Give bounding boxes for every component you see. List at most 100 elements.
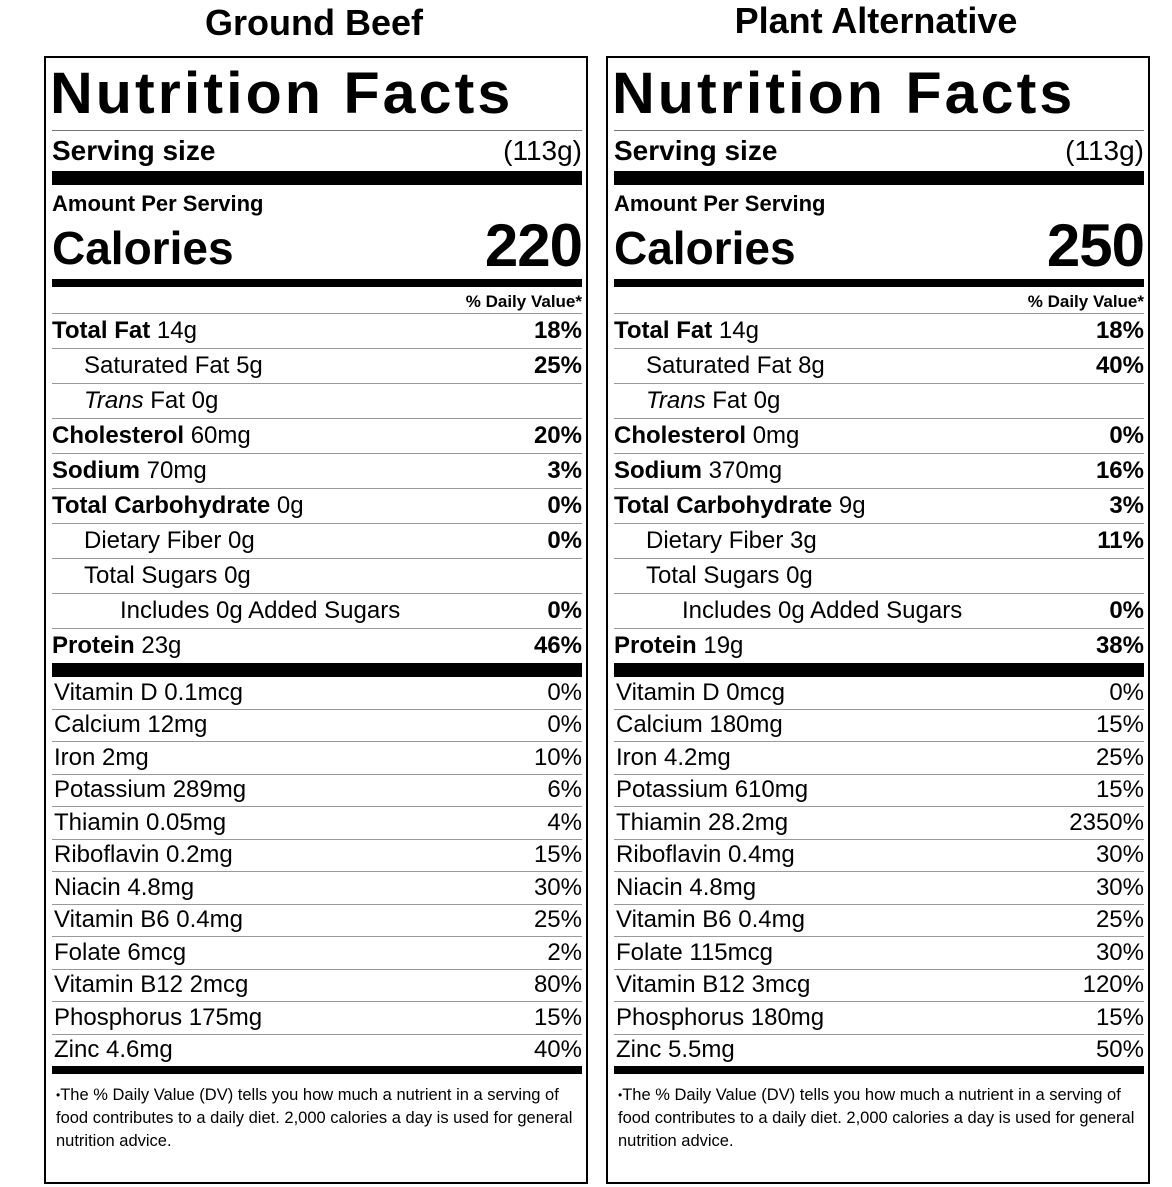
nutrient-amount: Total Sugars 0g [84, 562, 251, 589]
vitamin-percent: 25% [1095, 906, 1144, 934]
nutrient-amount: Saturated Fat 8g [646, 352, 825, 379]
nutrient-amount: Fat 0g [705, 387, 781, 414]
vitamin-name: Zinc 5.5mg [616, 1036, 735, 1064]
vitamin-name: Vitamin B6 0.4mg [54, 906, 243, 934]
nutrient-row: Total Fat 14g 18% [614, 313, 1144, 348]
nutrient-amount: 70mg [140, 457, 207, 484]
nutrient-italic-name: Trans [646, 387, 706, 414]
vitamins-list: Vitamin D 0.1mcg 0% Calcium 12mg 0% Iron 2mg… [52, 677, 582, 1066]
vitamin-row: Folate 115mcg 30% [614, 936, 1144, 969]
vitamin-name: Potassium 610mg [616, 776, 809, 804]
vitamin-name: Vitamin D 0.1mcg [54, 678, 243, 706]
vitamin-row: Vitamin B12 3mcg 120% [614, 968, 1144, 1002]
vitamin-row: Potassium 610mg 15% [614, 773, 1144, 807]
nutrient-bold-name: Total Carbohydrate [52, 492, 271, 519]
nutrition-label-plant-alternative: Nutrition Facts Serving size (113g) Amount … [606, 56, 1150, 1184]
nutrient-percent: 38% [1095, 632, 1144, 659]
calories-label: Calories [614, 222, 796, 274]
nutrient-percent: 25% [533, 352, 582, 379]
nutrient-row: Protein 23g 46% [52, 628, 582, 663]
thick-divider [52, 663, 582, 677]
vitamin-row: Phosphorus 175mg 15% [52, 1001, 582, 1034]
serving-size-row: Serving size (113g) [614, 130, 1144, 171]
vitamin-percent: 2350% [1069, 808, 1144, 836]
nutrient-name: Includes 0g Added Sugars [52, 597, 400, 625]
vitamin-percent: 2% [547, 938, 582, 966]
vitamin-row: Niacin 4.8mg 30% [52, 871, 582, 904]
vitamin-row: Riboflavin 0.2mg 15% [52, 838, 582, 872]
vitamin-percent: 15% [1095, 711, 1144, 739]
nutrient-bold-name: Sodium [614, 457, 702, 484]
nutrient-amount: 370mg [702, 457, 783, 484]
vitamin-name: Vitamin B12 3mcg [616, 971, 811, 999]
vitamin-percent: 25% [533, 906, 582, 934]
nutrient-bold-name: Total Fat [52, 317, 151, 344]
vitamin-percent: 15% [533, 1003, 582, 1031]
nutrient-bold-name: Cholesterol [52, 422, 185, 449]
nutrient-name: Saturated Fat 8g [614, 352, 825, 380]
nutrient-percent: 0% [1109, 597, 1144, 624]
nutrient-percent: 46% [533, 632, 582, 659]
vitamin-percent: 120% [1082, 971, 1144, 999]
nutrient-amount: Dietary Fiber 3g [646, 527, 817, 554]
vitamin-percent: 15% [1095, 776, 1144, 804]
vitamin-name: Zinc 4.6mg [54, 1036, 173, 1064]
nutrient-amount: 60mg [184, 422, 251, 449]
vitamin-percent: 30% [1095, 873, 1144, 901]
vitamin-percent: 30% [533, 873, 582, 901]
nutrient-amount: Saturated Fat 5g [84, 352, 263, 379]
nutrient-name: Sodium 70mg [52, 457, 207, 485]
nutrient-row: Dietary Fiber 3g 11% [614, 523, 1144, 558]
nutrient-row: Sodium 70mg 3% [52, 453, 582, 488]
nutrient-row: Total Sugars 0g [52, 558, 582, 593]
nutrient-bold-name: Cholesterol [614, 422, 747, 449]
nutrient-name: Total Fat 14g [52, 317, 197, 345]
vitamin-row: Vitamin B12 2mcg 80% [52, 968, 582, 1002]
nutrient-name: Includes 0g Added Sugars [614, 597, 962, 625]
nutrient-percent: 11% [1097, 527, 1144, 554]
footnote: •The % Daily Value (DV) tells you how mu… [52, 1074, 582, 1153]
nutrient-amount: Includes 0g Added Sugars [120, 597, 401, 624]
nutrient-amount: 0g [270, 492, 304, 519]
vitamin-percent: 25% [1095, 743, 1144, 771]
nutrient-bold-name: Total Fat [614, 317, 713, 344]
vitamin-percent: 0% [547, 678, 582, 706]
vitamin-percent: 15% [533, 841, 582, 869]
nutrient-row: Includes 0g Added Sugars 0% [52, 593, 582, 628]
vitamin-row: Zinc 5.5mg 50% [614, 1033, 1144, 1067]
nutrient-italic-name: Trans [84, 387, 144, 414]
product-title-plant-alternative: Plant Alternative [734, 0, 1018, 41]
vitamin-name: Iron 4.2mg [616, 743, 731, 771]
footnote-text: The % Daily Value (DV) tells you how muc… [618, 1086, 1135, 1150]
nutrient-bold-name: Protein [614, 632, 697, 659]
medium-divider [614, 279, 1144, 287]
thick-divider [52, 171, 582, 185]
vitamin-name: Phosphorus 180mg [616, 1003, 825, 1031]
footnote-asterisk: • [56, 1088, 61, 1102]
vitamin-row: Thiamin 0.05mg 4% [52, 806, 582, 839]
nutrient-amount: Dietary Fiber 0g [84, 527, 255, 554]
footnote: •The % Daily Value (DV) tells you how mu… [614, 1074, 1144, 1153]
vitamin-row: Zinc 4.6mg 40% [52, 1033, 582, 1067]
nutrient-percent: 18% [533, 317, 582, 344]
medium-divider [52, 1066, 582, 1074]
nutrient-row: Cholesterol 0mg 0% [614, 418, 1144, 453]
nutrient-name: Total Fat 14g [614, 317, 759, 345]
serving-size-label: Serving size [52, 135, 216, 166]
nutrient-bold-name: Sodium [52, 457, 140, 484]
serving-size-value: (113g) [503, 135, 582, 166]
nutrient-percent: 0% [547, 527, 582, 554]
vitamin-name: Folate 115mcg [616, 938, 773, 966]
nutrient-percent: 40% [1095, 352, 1144, 379]
nutrient-name: Dietary Fiber 3g [614, 527, 817, 555]
vitamin-row: Calcium 180mg 15% [614, 708, 1144, 742]
nutrient-row: Includes 0g Added Sugars 0% [614, 593, 1144, 628]
vitamin-percent: 10% [533, 743, 582, 771]
nutrient-name: Total Carbohydrate 9g [614, 492, 866, 520]
nutrient-amount: 9g [832, 492, 866, 519]
vitamin-percent: 4% [547, 808, 582, 836]
nutrient-name: Dietary Fiber 0g [52, 527, 255, 555]
footnote-asterisk: • [618, 1088, 623, 1102]
vitamin-name: Riboflavin 0.2mg [54, 841, 233, 869]
vitamin-percent: 0% [547, 711, 582, 739]
